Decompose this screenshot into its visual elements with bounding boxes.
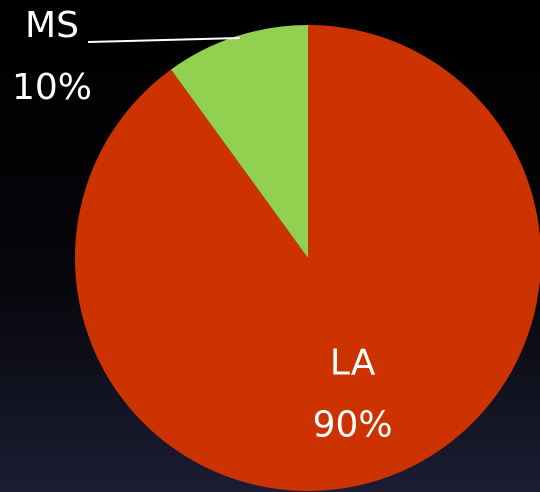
slice-label: MS (25, 5, 79, 46)
slice-value-label: 10% (12, 67, 92, 108)
labels: LA 90% MS 10% (12, 5, 393, 445)
pie-slice (75, 25, 540, 491)
slice-label: LA (330, 342, 376, 383)
leader-line (87, 37, 241, 43)
slice-value-label: 90% (313, 404, 393, 445)
pie (75, 24, 540, 491)
pie-slice (171, 24, 308, 258)
